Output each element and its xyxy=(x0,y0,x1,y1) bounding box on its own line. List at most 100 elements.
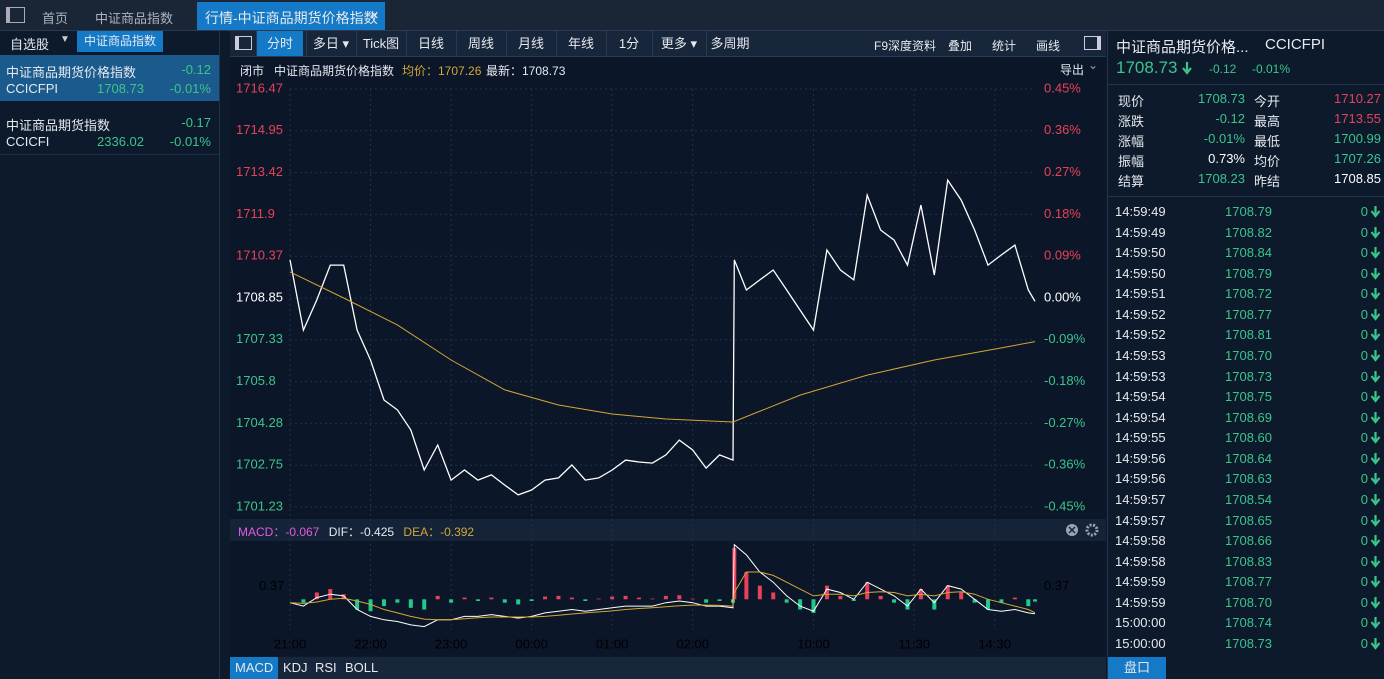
macd-bar xyxy=(650,598,655,600)
toolbar-button[interactable]: F9深度资料 xyxy=(874,39,937,53)
macd-bar xyxy=(905,599,910,610)
toolbar-button[interactable]: 多日 ▾ xyxy=(306,31,355,56)
trade-time: 14:59:56 xyxy=(1115,471,1166,487)
macd-bar xyxy=(865,582,870,600)
stat-label: 涨幅 xyxy=(1118,134,1145,149)
toolbar-button[interactable]: 更多 ▾ xyxy=(652,31,705,56)
toolbar-button[interactable]: 月线 xyxy=(506,31,555,56)
toolbar-button[interactable]: 日线 xyxy=(406,31,455,56)
avg: 均价：1707.26 xyxy=(402,64,482,78)
sidebar-tab[interactable]: 自选股 xyxy=(10,37,50,52)
item-pct: -0.01% xyxy=(169,134,211,149)
item-price: 2336.02 xyxy=(97,134,144,149)
y-tick-label: 1701.23 xyxy=(236,498,283,513)
toolbar-button[interactable]: 年线 xyxy=(556,31,605,56)
layout-icon[interactable] xyxy=(235,36,252,50)
settings-icon[interactable] xyxy=(1085,523,1099,537)
macd-bar xyxy=(529,599,534,601)
trade-time: 14:59:51 xyxy=(1115,286,1166,302)
list-item[interactable]: 中证商品期货价格指数 -0.12 CCICFPI 1708.73 -0.01% xyxy=(0,55,219,101)
y2-tick-label: 0.00% xyxy=(1044,289,1081,304)
trade-time: 15:00:00 xyxy=(1115,635,1166,651)
trade-volume: 0 xyxy=(1360,347,1368,363)
macd-bar xyxy=(878,595,883,600)
tab[interactable]: 首页 xyxy=(42,11,69,26)
trade-time: 14:59:55 xyxy=(1115,430,1166,446)
x-tick-label: 23:00 xyxy=(435,636,468,651)
indicator-tab[interactable]: KDJ xyxy=(283,660,308,675)
dea-label: DEA：-0.392 xyxy=(403,525,475,539)
macd-bar xyxy=(489,597,494,600)
trade-price: 1708.81 xyxy=(1225,327,1272,343)
active-tab[interactable]: 行情-中证商品期货价格指数 × xyxy=(197,2,385,30)
macd-label: MACD：-0.067 xyxy=(238,525,320,539)
trade-volume: 0 xyxy=(1360,533,1368,549)
toolbar-button[interactable]: 1分 xyxy=(606,31,651,56)
macd-bar xyxy=(381,599,386,607)
trade-time: 14:59:58 xyxy=(1115,533,1166,549)
item-pct: -0.01% xyxy=(169,81,211,96)
macd-bar xyxy=(1012,597,1017,600)
indicator-tab[interactable]: BOLL xyxy=(345,660,379,675)
toolbar-button[interactable]: 分时 xyxy=(256,31,303,56)
toolbar-button[interactable]: 统计 xyxy=(992,39,1017,53)
trade-time: 14:59:52 xyxy=(1115,327,1166,343)
y2-tick-label: 0.36% xyxy=(1044,122,1081,137)
stat-value: -0.12 xyxy=(1215,111,1245,126)
panel-button[interactable]: 盘口 xyxy=(1108,657,1166,679)
trade-price: 1708.84 xyxy=(1225,245,1272,261)
tab-close[interactable]: × xyxy=(370,7,379,24)
panel-icon[interactable] xyxy=(1084,36,1101,50)
macd-bar xyxy=(972,599,977,603)
divider xyxy=(1108,84,1384,85)
sidebar: 自选股 ▼ 中证商品指数 中证商品期货价格指数 -0.12 CCICFPI 1708.73 -… xyxy=(0,31,220,679)
trade-arrow xyxy=(1370,555,1381,571)
x-tick-label: 10:00 xyxy=(797,636,830,651)
info-bar: 闭市 中证商品期货价格指数 均价：1707.26 最新：1708.73 导出 ⌄ xyxy=(230,57,1106,79)
trade-volume: 0 xyxy=(1360,224,1368,240)
y2-tick-label: -0.45% xyxy=(1044,498,1086,513)
stat-value: -0.01% xyxy=(1203,131,1245,146)
trade-volume: 0 xyxy=(1360,306,1368,322)
trade-time: 14:59:53 xyxy=(1115,347,1166,363)
toolbar-button[interactable]: 叠加 xyxy=(948,39,973,53)
list-item[interactable]: 中证商品期货指数 -0.17 CCICFI 2336.02 -0.01% xyxy=(0,108,219,155)
menu-icon[interactable] xyxy=(6,7,25,23)
trade-volume: 0 xyxy=(1360,615,1368,631)
toolbar-button[interactable]: 多周期 xyxy=(706,31,753,56)
dif-label: DIF：-0.425 xyxy=(328,525,395,539)
trade-arrow xyxy=(1370,452,1381,468)
stat-label: 最高 xyxy=(1254,114,1281,129)
macd-labels: MACD：-0.067 DIF：-0.425 DEA：-0.392 xyxy=(238,523,474,540)
toolbar-button[interactable]: 周线 xyxy=(456,31,505,56)
toolbar-button[interactable]: 画线 xyxy=(1036,39,1061,53)
macd-bar xyxy=(811,599,816,613)
trade-arrow xyxy=(1370,431,1381,447)
quote-title: 中证商品期货价格... xyxy=(1116,39,1249,56)
stat-label: 涨跌 xyxy=(1118,114,1145,129)
macd-bar xyxy=(851,599,856,601)
trade-volume: 0 xyxy=(1360,574,1368,590)
trade-time: 14:59:50 xyxy=(1115,245,1166,261)
indicator-tab[interactable]: RSI xyxy=(315,660,337,675)
macd-bar xyxy=(610,596,615,600)
toolbar-button[interactable]: Tick图 xyxy=(356,31,405,56)
tab[interactable]: 中证商品指数 xyxy=(95,11,174,26)
stat-label: 现价 xyxy=(1118,94,1145,109)
macd-bar xyxy=(543,596,548,600)
indicator-tab[interactable]: MACD xyxy=(230,657,279,679)
trade-arrow xyxy=(1370,493,1381,509)
item-name: 中证商品期货指数 xyxy=(6,118,111,133)
trade-arrow xyxy=(1370,370,1381,386)
chart-bg xyxy=(230,56,1106,656)
x-tick-label: 02:00 xyxy=(676,636,709,651)
macd-tick-label: 0.37 xyxy=(1044,578,1069,593)
trade-price: 1708.79 xyxy=(1225,265,1272,281)
x-tick-label: 14:30 xyxy=(978,636,1011,651)
stat-value: 1707.26 xyxy=(1334,151,1381,166)
export[interactable]: 导出 xyxy=(1060,63,1085,77)
quote-price: 1708.73 xyxy=(1116,58,1178,77)
sidebar-tab[interactable]: 中证商品指数 xyxy=(77,31,164,52)
name: 中证商品期货价格指数 xyxy=(274,64,395,78)
trade-arrow xyxy=(1370,514,1381,530)
